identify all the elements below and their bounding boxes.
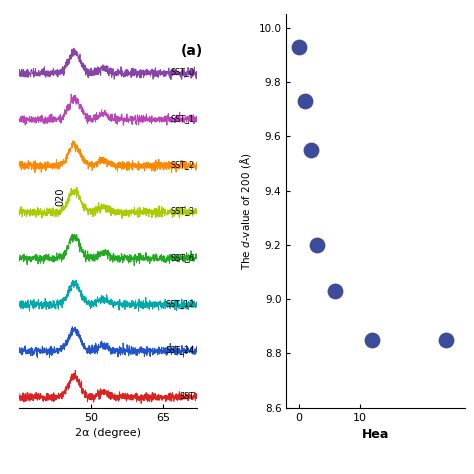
Text: SST_12: SST_12 <box>165 299 195 308</box>
X-axis label: 2α (degree): 2α (degree) <box>75 428 141 438</box>
Point <box>332 287 339 295</box>
Point <box>301 97 309 105</box>
Point <box>442 336 450 344</box>
Text: SST_0: SST_0 <box>171 68 195 77</box>
Text: SST_6: SST_6 <box>171 253 195 262</box>
Text: SST_2: SST_2 <box>171 160 195 169</box>
Text: SST_24: SST_24 <box>165 345 195 354</box>
Text: SST_1: SST_1 <box>171 114 195 123</box>
Point <box>295 43 302 51</box>
Y-axis label: The $d$-value of 200 (Å): The $d$-value of 200 (Å) <box>238 152 253 270</box>
Text: (a): (a) <box>180 44 202 58</box>
Text: SST: SST <box>180 392 195 401</box>
Text: 020: 020 <box>55 188 65 206</box>
Point <box>369 336 376 344</box>
Point <box>307 146 315 154</box>
Point <box>313 241 321 249</box>
X-axis label: Hea: Hea <box>362 428 389 441</box>
Text: SST_3: SST_3 <box>171 207 195 215</box>
